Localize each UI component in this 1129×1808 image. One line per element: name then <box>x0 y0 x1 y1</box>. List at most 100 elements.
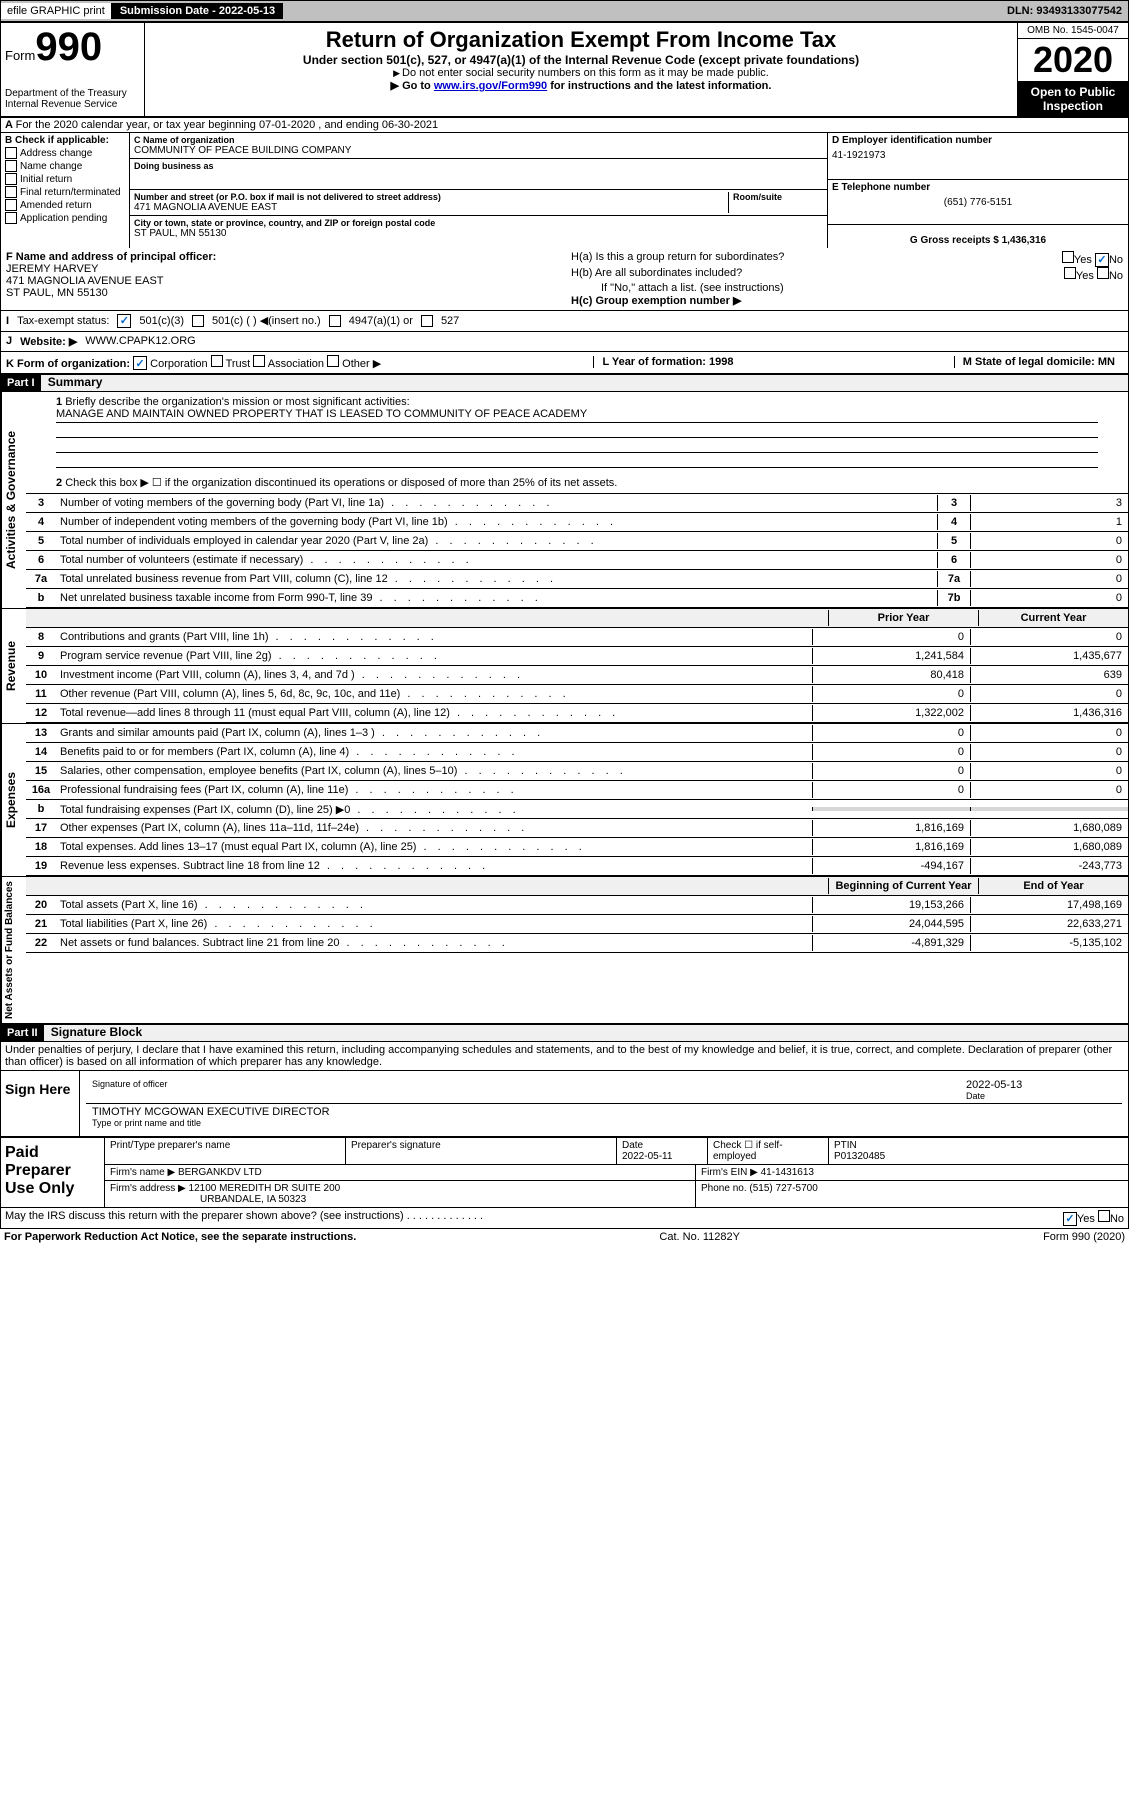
form-subtitle: Under section 501(c), 527, or 4947(a)(1)… <box>149 53 1013 67</box>
street-label: Number and street (or P.O. box if mail i… <box>134 192 728 202</box>
g-label: G Gross receipts $ 1,436,316 <box>828 225 1128 248</box>
form-header-left: Form990 Department of the Treasury Inter… <box>1 23 145 116</box>
sig-date: 2022-05-13 <box>966 1079 1116 1091</box>
cb-address[interactable] <box>5 147 17 159</box>
city: ST PAUL, MN 55130 <box>134 228 823 239</box>
box-b-label: B Check if applicable: <box>5 135 125 146</box>
officer-addr2: ST PAUL, MN 55130 <box>6 287 561 299</box>
opt-address: Address change <box>20 148 92 159</box>
tax-year: 2020 <box>1018 38 1128 82</box>
part2-bar: Part II Signature Block <box>0 1024 1129 1042</box>
line-a-text: For the 2020 calendar year, or tax year … <box>16 119 439 131</box>
officer-name: JEREMY HARVEY <box>6 263 561 275</box>
hc-label: H(c) Group exemption number ▶ <box>571 294 1123 307</box>
note2-pre: Go to <box>402 80 434 92</box>
data-row: 18Total expenses. Add lines 13–17 (must … <box>26 838 1128 857</box>
firm-addr-label: Firm's address ▶ <box>110 1183 186 1194</box>
cb-501c[interactable] <box>192 315 204 327</box>
ein: 41-1921973 <box>832 146 1124 161</box>
cb-501c3[interactable]: ✓ <box>117 314 131 328</box>
hb-no[interactable] <box>1097 267 1109 279</box>
l-label: L Year of formation: 1998 <box>593 356 741 368</box>
opt-pending: Application pending <box>20 213 107 224</box>
k-label: K Form of organization: <box>6 358 130 370</box>
cb-initial[interactable] <box>5 173 17 185</box>
gov-row: 3Number of voting members of the governi… <box>26 494 1128 513</box>
cb-final[interactable] <box>5 186 17 198</box>
opt-501c3: 501(c)(3) <box>139 315 184 327</box>
yes-label: Yes <box>1074 254 1092 266</box>
col-end: End of Year <box>978 878 1128 894</box>
firm-name-label: Firm's name ▶ <box>110 1167 175 1178</box>
line-i: I Tax-exempt status: ✓501(c)(3) 501(c) (… <box>0 311 1129 332</box>
side-exp: Expenses <box>1 724 26 876</box>
m-label: M State of legal domicile: MN <box>954 356 1123 368</box>
opt-501c: 501(c) ( ) ◀(insert no.) <box>212 314 321 327</box>
cb-trust[interactable] <box>211 355 223 367</box>
org-name: COMMUNITY OF PEACE BUILDING COMPANY <box>134 145 823 156</box>
discuss-no[interactable] <box>1098 1210 1110 1222</box>
data-row: 22Net assets or fund balances. Subtract … <box>26 934 1128 953</box>
e-label: E Telephone number <box>832 182 1124 193</box>
firm-ein: 41-1431613 <box>761 1167 814 1178</box>
opt-4947: 4947(a)(1) or <box>349 315 413 327</box>
hb-note: If "No," attach a list. (see instruction… <box>571 282 1123 294</box>
data-row: 20Total assets (Part X, line 16)19,153,2… <box>26 896 1128 915</box>
form-number: 990 <box>35 25 102 69</box>
ha-yes[interactable] <box>1062 251 1074 263</box>
line-j: J Website: ▶ WWW.CPAPK12.ORG <box>0 332 1129 352</box>
irs-link[interactable]: www.irs.gov/Form990 <box>434 80 547 92</box>
part1-bar: Part I Summary <box>0 374 1129 392</box>
gov-row: 6Total number of volunteers (estimate if… <box>26 551 1128 570</box>
line-klm: K Form of organization: ✓ Corporation Tr… <box>0 352 1129 375</box>
gov-row: 5Total number of individuals employed in… <box>26 532 1128 551</box>
cb-assoc[interactable] <box>253 355 265 367</box>
prep-name-label: Print/Type preparer's name <box>105 1138 346 1164</box>
cb-amended[interactable] <box>5 199 17 211</box>
part2-title: Signature Block <box>51 1025 142 1039</box>
footer-left: For Paperwork Reduction Act Notice, see … <box>4 1231 356 1243</box>
date-label: Date <box>966 1091 1116 1101</box>
type-name-label: Type or print name and title <box>92 1118 1116 1128</box>
part1-header: Part I <box>1 375 41 391</box>
opt-corp: Corporation <box>150 358 207 370</box>
rev-table: Revenue Prior Year Current Year 8Contrib… <box>0 609 1129 724</box>
discuss-row: May the IRS discuss this return with the… <box>0 1208 1129 1229</box>
cb-pending[interactable] <box>5 212 17 224</box>
col-prior: Prior Year <box>828 610 978 626</box>
discuss-yes-label: Yes <box>1077 1213 1095 1225</box>
ha-no[interactable]: ✓ <box>1095 253 1109 267</box>
discuss-yes[interactable]: ✓ <box>1063 1212 1077 1226</box>
cb-name[interactable] <box>5 160 17 172</box>
yes-label2: Yes <box>1076 270 1094 282</box>
paid-label: Paid Preparer Use Only <box>1 1138 104 1207</box>
row-fh: F Name and address of principal officer:… <box>0 248 1129 311</box>
form-header: Form990 Department of the Treasury Inter… <box>0 22 1129 117</box>
opt-527: 527 <box>441 315 459 327</box>
side-net: Net Assets or Fund Balances <box>1 877 26 1023</box>
f-label: F Name and address of principal officer: <box>6 251 216 263</box>
form-note2: ▶ Go to www.irs.gov/Form990 for instruct… <box>149 79 1013 92</box>
c-name-label: C Name of organization <box>134 135 823 145</box>
penalty-text: Under penalties of perjury, I declare th… <box>0 1042 1129 1071</box>
data-row: 12Total revenue—add lines 8 through 11 (… <box>26 704 1128 723</box>
side-rev: Revenue <box>1 609 26 723</box>
cb-4947[interactable] <box>329 315 341 327</box>
data-row: 13Grants and similar amounts paid (Part … <box>26 724 1128 743</box>
dept-label: Department of the Treasury Internal Reve… <box>5 88 140 110</box>
no-label2: No <box>1109 270 1123 282</box>
cb-527[interactable] <box>421 315 433 327</box>
data-row: 14Benefits paid to or for members (Part … <box>26 743 1128 762</box>
cb-corp[interactable]: ✓ <box>133 356 147 370</box>
room-label: Room/suite <box>733 192 823 202</box>
cb-other[interactable] <box>327 355 339 367</box>
firm-name: BERGANKDV LTD <box>178 1167 262 1178</box>
gov-row: 7aTotal unrelated business revenue from … <box>26 570 1128 589</box>
d-label: D Employer identification number <box>832 135 1124 146</box>
officer-typed: TIMOTHY MCGOWAN EXECUTIVE DIRECTOR <box>92 1106 1116 1118</box>
efile-label: efile GRAPHIC print <box>1 3 112 19</box>
box-c: C Name of organization COMMUNITY OF PEAC… <box>130 133 827 248</box>
hb-yes[interactable] <box>1064 267 1076 279</box>
footer: For Paperwork Reduction Act Notice, see … <box>0 1229 1129 1245</box>
opt-name: Name change <box>20 161 82 172</box>
